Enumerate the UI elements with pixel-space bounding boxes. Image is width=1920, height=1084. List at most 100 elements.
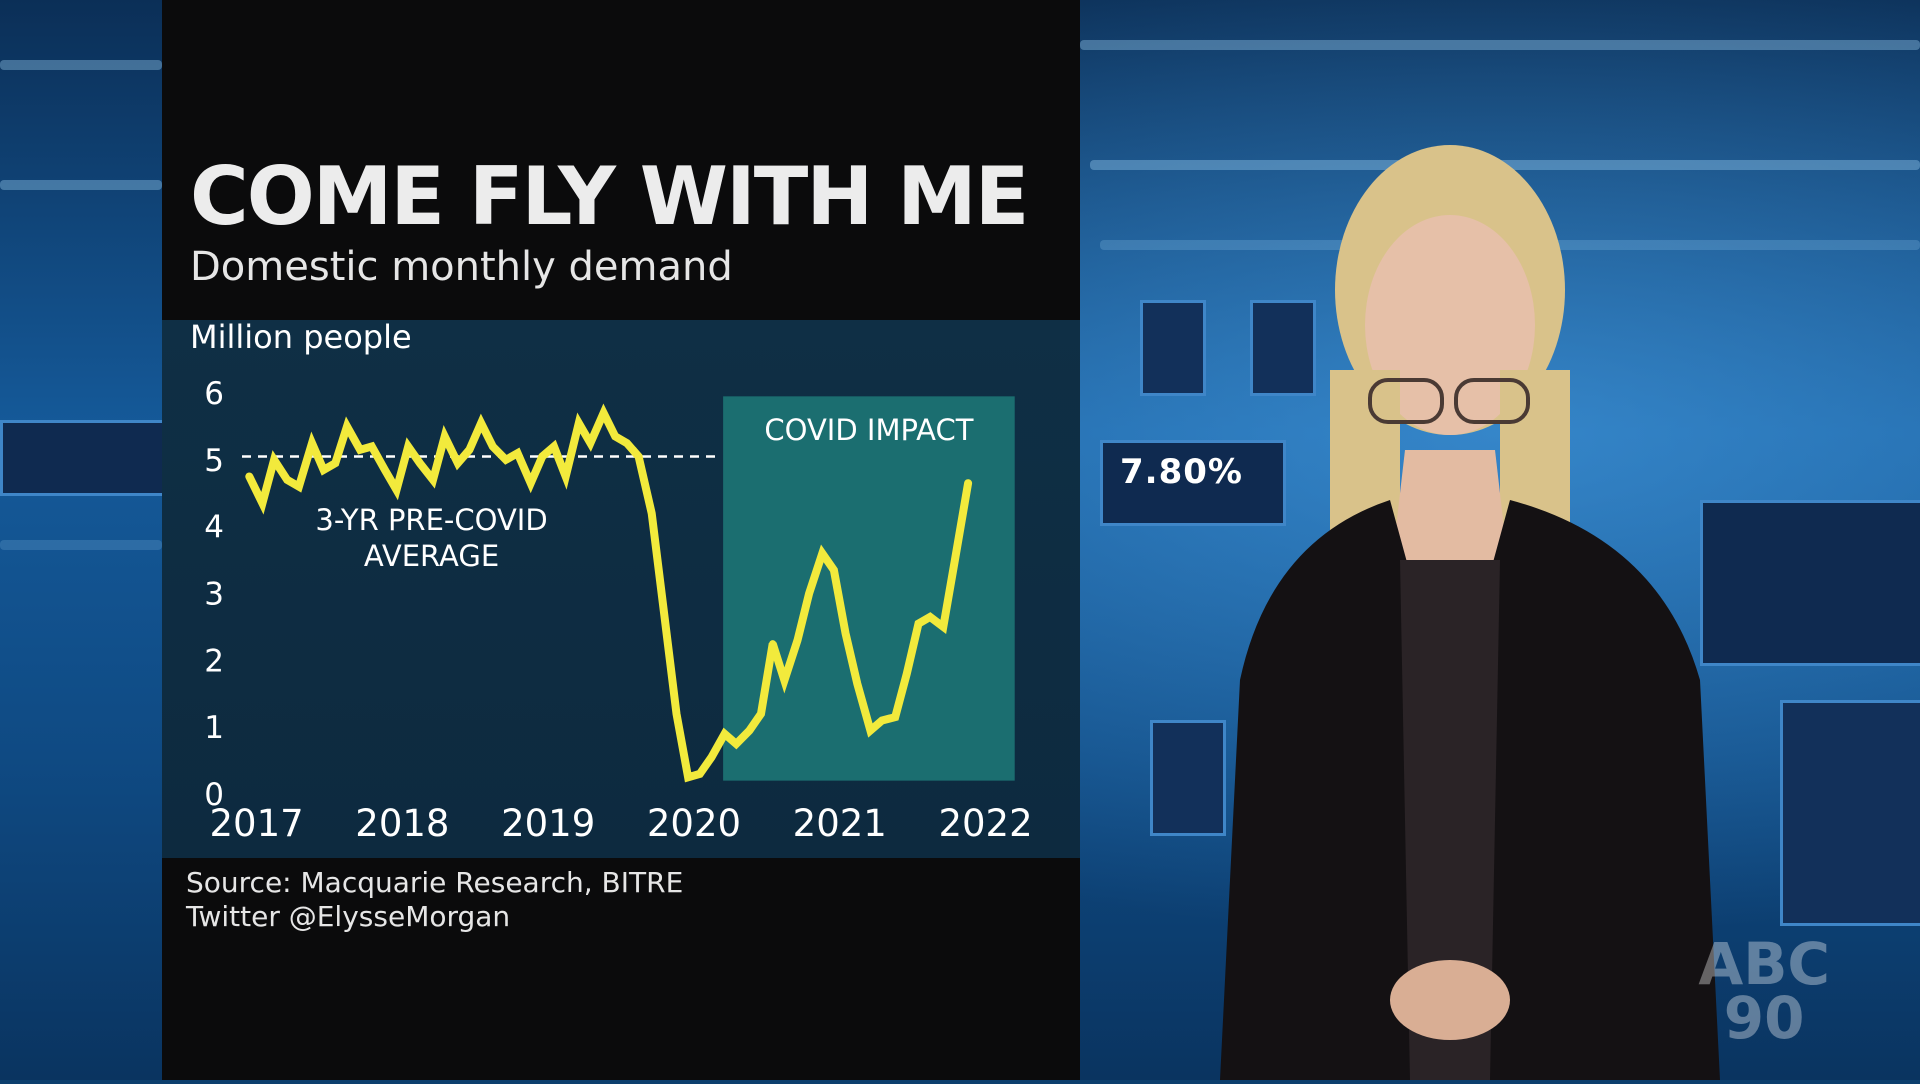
data-point: [818, 549, 826, 557]
data-point: [780, 676, 788, 684]
studio-screen: [1140, 300, 1206, 396]
data-point: [538, 453, 546, 460]
data-point: [477, 419, 485, 427]
data-point: [368, 443, 376, 450]
line-chart: COVID IMPACT 3-YR PRE-COVID AVERAGE Milli…: [190, 320, 1033, 845]
channel-watermark: ABC 90: [1698, 930, 1830, 1052]
studio-screen: [1150, 720, 1226, 836]
data-point: [270, 456, 278, 464]
data-point: [891, 713, 899, 721]
data-point: [356, 446, 364, 454]
data-point: [320, 466, 328, 474]
light-stripe: [1080, 40, 1920, 50]
x-tick-label: 2017: [209, 802, 303, 845]
data-point: [283, 476, 291, 484]
y-tick-label: 0: [204, 777, 224, 813]
covid-impact-label: COVID IMPACT: [764, 413, 973, 447]
data-point: [393, 486, 400, 494]
x-tick-label: 2022: [938, 802, 1032, 845]
data-point: [465, 446, 473, 454]
chart-title: COME FLY WITH ME: [190, 150, 1029, 243]
watermark-number: 90: [1723, 984, 1805, 1052]
data-point: [429, 476, 437, 484]
watermark-logo: ABC: [1698, 930, 1830, 998]
reference-label-line: AVERAGE: [364, 539, 499, 573]
data-point: [794, 636, 801, 644]
data-point: [830, 566, 838, 574]
studio-screen: [1100, 440, 1286, 526]
studio-screen: [1250, 300, 1316, 396]
presenter: [1200, 120, 1760, 1080]
chart-subtitle: Domestic monthly demand: [190, 244, 733, 290]
data-point: [245, 473, 253, 480]
data-point: [964, 479, 972, 487]
data-point: [684, 773, 692, 781]
data-point: [550, 443, 558, 450]
pre-covid-average-label: 3-YR PRE-COVID AVERAGE: [315, 503, 547, 573]
data-point: [441, 432, 449, 440]
data-point: [939, 623, 947, 631]
y-tick-label: 4: [204, 510, 224, 546]
data-point: [769, 640, 777, 648]
y-axis-label: Million people: [190, 320, 412, 356]
data-point: [623, 439, 631, 447]
data-point: [648, 509, 656, 517]
studio-screen: [1780, 700, 1920, 926]
y-tick-label: 2: [204, 643, 224, 679]
data-point: [853, 680, 861, 688]
light-stripe: [0, 60, 162, 70]
light-stripe: [0, 180, 162, 190]
x-tick-label: 2020: [647, 802, 741, 845]
y-tick-label: 3: [204, 577, 224, 613]
data-point: [708, 753, 715, 761]
data-point: [502, 456, 510, 464]
x-tick-label: 2019: [501, 802, 595, 845]
data-point: [659, 603, 667, 611]
data-point: [951, 556, 959, 564]
data-point: [673, 710, 680, 718]
studio-screen: [1700, 500, 1920, 666]
y-tick-label: 5: [204, 443, 224, 479]
data-point: [308, 439, 316, 447]
data-point: [696, 770, 704, 778]
data-points: [245, 409, 972, 781]
data-point: [721, 730, 729, 738]
y-tick-label: 1: [204, 710, 224, 746]
data-point: [381, 466, 389, 474]
y-tick-label: 6: [204, 376, 224, 412]
data-point: [757, 710, 765, 718]
data-point: [454, 459, 462, 467]
data-point: [514, 449, 522, 457]
x-tick-label: 2018: [355, 802, 449, 845]
data-point: [878, 717, 886, 724]
data-point: [575, 419, 583, 427]
data-point: [926, 613, 934, 621]
data-point: [416, 459, 424, 467]
ticker-value: 7.80%: [1120, 452, 1243, 492]
data-point: [562, 473, 570, 480]
data-point: [489, 443, 497, 450]
source-note: Source: Macquarie Research, BITRE Twitte…: [186, 866, 683, 934]
data-point: [295, 483, 303, 491]
reference-label-line: 3-YR PRE-COVID: [315, 503, 547, 537]
data-point: [842, 630, 850, 638]
data-point: [745, 727, 753, 734]
data-point: [258, 499, 266, 507]
twitter-line: Twitter @ElysseMorgan: [186, 900, 511, 933]
data-point: [600, 409, 608, 417]
data-point: [732, 740, 740, 748]
studio-screen: [0, 420, 166, 496]
data-point: [866, 727, 874, 734]
source-line: Source: Macquarie Research, BITRE: [186, 866, 684, 899]
data-point: [903, 670, 911, 678]
data-point: [915, 620, 922, 628]
data-point: [611, 432, 619, 440]
data-point: [343, 422, 351, 430]
chart-panel: COME FLY WITH ME Domestic monthly demand…: [162, 0, 1080, 1080]
light-stripe: [0, 540, 162, 550]
data-point: [331, 459, 339, 467]
data-point: [586, 439, 594, 447]
x-axis-ticks: 2017 2018 2019 2020 2021 2022: [209, 802, 1032, 845]
data-point: [635, 453, 643, 460]
data-point: [805, 590, 813, 597]
